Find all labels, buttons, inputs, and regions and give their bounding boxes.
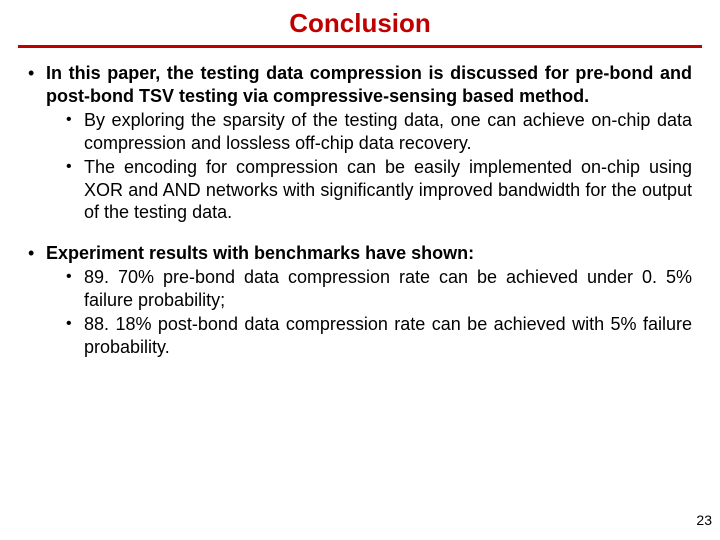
bullet-dot-icon: • (28, 242, 46, 359)
title-rule (18, 45, 702, 48)
bullet-dot-icon: • (66, 313, 84, 358)
bullet-1-body: In this paper, the testing data compress… (46, 62, 692, 224)
bullet-dot-icon: • (66, 266, 84, 311)
bullet-2: • Experiment results with benchmarks hav… (28, 242, 692, 359)
sub-item: • 88. 18% post-bond data compression rat… (66, 313, 692, 358)
sub-item-text: By exploring the sparsity of the testing… (84, 109, 692, 154)
bullet-dot-icon: • (66, 109, 84, 154)
sub-item: • 89. 70% pre-bond data compression rate… (66, 266, 692, 311)
bullet-2-lead: Experiment results with benchmarks have … (46, 242, 692, 265)
sub-item-text: The encoding for compression can be easi… (84, 156, 692, 224)
sub-item: • By exploring the sparsity of the testi… (66, 109, 692, 154)
bullet-1-sublist: • By exploring the sparsity of the testi… (46, 109, 692, 224)
bullet-1-lead: In this paper, the testing data compress… (46, 62, 692, 107)
sub-item-text: 89. 70% pre-bond data compression rate c… (84, 266, 692, 311)
sub-item: • The encoding for compression can be ea… (66, 156, 692, 224)
page-number: 23 (696, 512, 712, 528)
bullet-1: • In this paper, the testing data compre… (28, 62, 692, 224)
content-area: • In this paper, the testing data compre… (18, 62, 702, 358)
bullet-2-sublist: • 89. 70% pre-bond data compression rate… (46, 266, 692, 358)
bullet-dot-icon: • (66, 156, 84, 224)
slide-title: Conclusion (18, 8, 702, 45)
bullet-dot-icon: • (28, 62, 46, 224)
sub-item-text: 88. 18% post-bond data compression rate … (84, 313, 692, 358)
bullet-2-body: Experiment results with benchmarks have … (46, 242, 692, 359)
slide: Conclusion • In this paper, the testing … (0, 0, 720, 540)
